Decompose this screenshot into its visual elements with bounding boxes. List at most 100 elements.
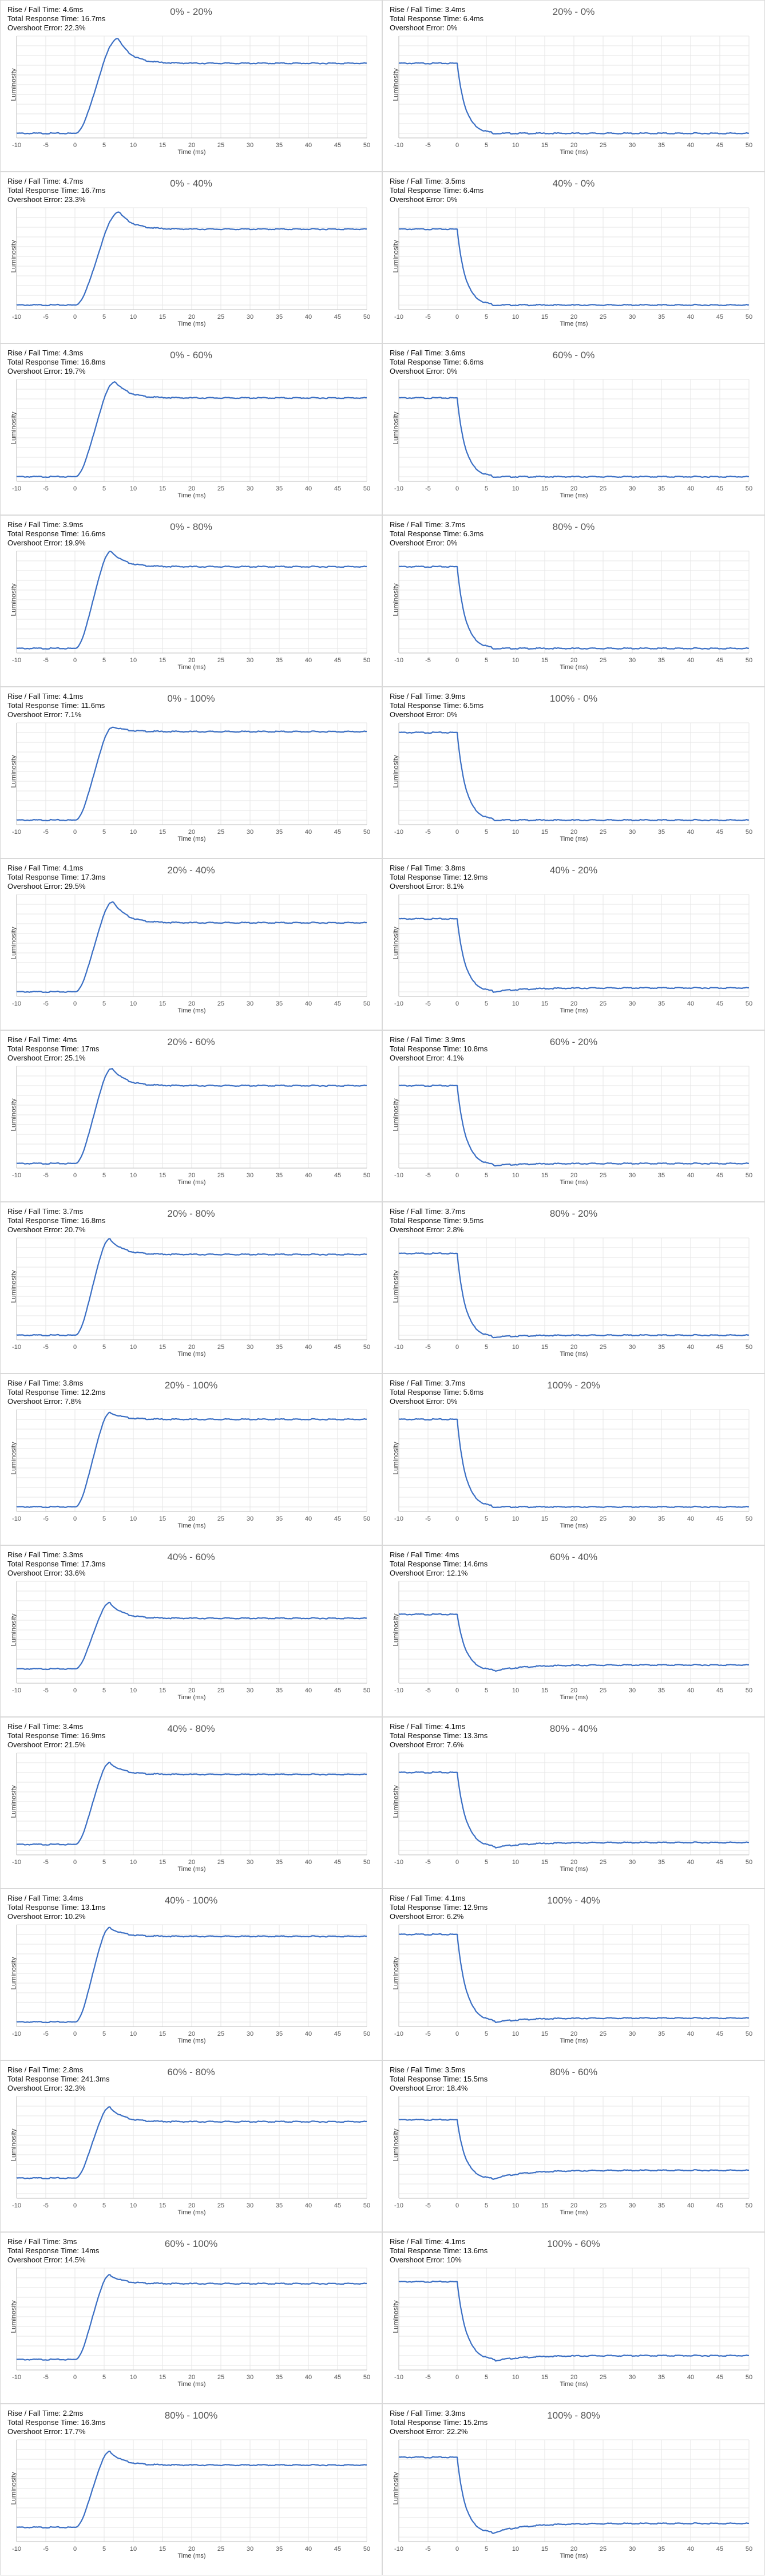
x-tick-label: 50 (363, 1687, 370, 1694)
x-tick-label: 25 (217, 2546, 224, 2553)
response-chart-panel: Rise / Fall Time: 3.4ms Total Response Ti… (382, 0, 765, 172)
x-tick-label: 20 (188, 314, 195, 320)
x-tick-label: 25 (217, 1515, 224, 1522)
x-tick-label: 30 (629, 657, 636, 664)
rise-fall-time: Rise / Fall Time: 3.7ms (390, 1379, 466, 1387)
response-chart-panel: Rise / Fall Time: 3.3ms Total Response Ti… (0, 1545, 382, 1717)
response-chart-panel: Rise / Fall Time: 4.1ms Total Response Ti… (382, 1889, 765, 2060)
x-tick-label: 45 (716, 2031, 723, 2037)
overshoot-error: Overshoot Error: 0% (390, 539, 458, 547)
x-tick-label: 15 (159, 1687, 166, 1694)
total-response-time: Total Response Time: 14ms (7, 2246, 100, 2255)
x-tick-label: 20 (570, 1687, 577, 1694)
x-tick-label: 25 (217, 1344, 224, 1351)
measurement-info: Rise / Fall Time: 4.1ms Total Response Ti… (7, 864, 105, 891)
x-tick-label: 15 (541, 829, 548, 836)
x-tick-label: 0 (455, 142, 459, 149)
x-tick-label: 5 (102, 2374, 106, 2381)
x-tick-label: 40 (305, 1172, 312, 1179)
chart-title: 0% - 20% (170, 6, 212, 17)
x-tick-label: 40 (687, 829, 694, 836)
x-tick-label: 45 (716, 1687, 723, 1694)
chart-title: 0% - 100% (167, 693, 215, 704)
x-tick-label: 0 (455, 1344, 459, 1351)
rise-fall-time: Rise / Fall Time: 3.9ms (390, 1035, 466, 1044)
rise-fall-time: Rise / Fall Time: 4.1ms (390, 2237, 466, 2246)
x-tick-label: 5 (102, 1515, 106, 1522)
total-response-time: Total Response Time: 16.9ms (7, 1731, 106, 1740)
total-response-time: Total Response Time: 6.6ms (390, 358, 484, 366)
x-tick-label: 25 (600, 2374, 607, 2381)
overshoot-error: Overshoot Error: 7.6% (390, 1740, 464, 1749)
total-response-time: Total Response Time: 10.8ms (390, 1044, 488, 1053)
x-tick-label: -10 (12, 2202, 21, 2209)
x-tick-label: 5 (102, 657, 106, 664)
x-axis-label: Time (ms) (560, 2553, 588, 2559)
x-axis-label: Time (ms) (177, 664, 205, 671)
response-chart-panel: Rise / Fall Time: 2.8ms Total Response Ti… (0, 2060, 382, 2232)
x-tick-label: 15 (159, 1000, 166, 1007)
luminosity-series-line (16, 38, 367, 135)
x-tick-label: 50 (363, 657, 370, 664)
x-tick-label: 0 (73, 142, 77, 149)
x-tick-label: 50 (363, 2546, 370, 2553)
x-tick-label: 45 (716, 142, 723, 149)
response-chart-panel: Rise / Fall Time: 3ms Total Response Time… (0, 2232, 382, 2404)
x-tick-label: 45 (334, 2374, 341, 2381)
x-tick-label: 10 (512, 1515, 519, 1522)
rise-fall-time: Rise / Fall Time: 3.7ms (7, 1207, 84, 1216)
x-tick-label: 25 (600, 657, 607, 664)
x-tick-label: -10 (12, 2374, 21, 2381)
x-tick-label: 0 (455, 2374, 459, 2381)
response-chart-panel: Rise / Fall Time: 4ms Total Response Time… (0, 1030, 382, 1202)
x-tick-label: -5 (43, 829, 49, 836)
x-tick-label: 0 (455, 1687, 459, 1694)
x-tick-label: 30 (247, 2202, 253, 2209)
chart-title: 20% - 100% (164, 1380, 218, 1391)
luminosity-series-line (398, 917, 750, 993)
overshoot-error: Overshoot Error: 6.2% (390, 1912, 464, 1921)
response-chart-panel: Rise / Fall Time: 4.7ms Total Response Ti… (0, 172, 382, 343)
x-tick-label: 35 (658, 2031, 665, 2037)
x-tick-label: 20 (188, 1172, 195, 1179)
x-tick-label: 45 (334, 1172, 341, 1179)
x-tick-label: 45 (334, 1687, 341, 1694)
x-tick-label: 45 (716, 485, 723, 492)
x-axis-label: Time (ms) (177, 1866, 205, 1873)
line-chart: -10 -5 0 5 10 15 20 25 30 35 40 45 50 Time (ms) (12, 1237, 370, 1358)
x-tick-label: -10 (394, 2031, 403, 2037)
x-tick-label: 35 (658, 142, 665, 149)
measurement-info: Rise / Fall Time: 3.7ms Total Response Ti… (390, 1207, 483, 1234)
x-tick-label: 45 (334, 657, 341, 664)
x-tick-label: -10 (394, 142, 403, 149)
x-tick-label: 15 (541, 1515, 548, 1522)
x-tick-label: 45 (334, 2546, 341, 2553)
measurement-info: Rise / Fall Time: 4.3ms Total Response Ti… (7, 349, 105, 376)
x-tick-label: 20 (188, 1000, 195, 1007)
luminosity-series-line (398, 2280, 750, 2362)
chart-title: 100% - 20% (547, 1380, 600, 1391)
x-tick-label: 40 (305, 1687, 312, 1694)
rise-fall-time: Rise / Fall Time: 4ms (390, 1550, 459, 1559)
x-tick-label: 45 (334, 1000, 341, 1007)
response-chart-panel: Rise / Fall Time: 3.6ms Total Response Ti… (382, 343, 765, 515)
x-tick-label: 35 (658, 1000, 665, 1007)
x-tick-label: 40 (305, 1859, 312, 1866)
overshoot-error: Overshoot Error: 20.7% (7, 1225, 86, 1234)
line-chart: -10 -5 0 5 10 15 20 25 30 35 40 45 50 Time (ms) (12, 2096, 370, 2216)
x-tick-label: 35 (276, 142, 283, 149)
luminosity-series-line (398, 2456, 750, 2534)
total-response-time: Total Response Time: 16.8ms (7, 1216, 106, 1225)
chart-title: 80% - 40% (549, 1723, 598, 1734)
measurement-info: Rise / Fall Time: 3.6ms Total Response Ti… (390, 349, 483, 376)
measurement-info: Rise / Fall Time: 4.1ms Total Response Ti… (390, 1722, 487, 1750)
line-chart: -10 -5 0 5 10 15 20 25 30 35 40 45 50 Time (ms) (12, 1066, 370, 1186)
x-tick-label: 30 (247, 1515, 253, 1522)
x-tick-label: 45 (334, 142, 341, 149)
total-response-time: Total Response Time: 6.3ms (390, 529, 484, 538)
x-tick-label: 35 (658, 1687, 665, 1694)
luminosity-series-line (398, 1933, 750, 2023)
x-tick-label: 40 (687, 485, 694, 492)
x-tick-label: 25 (600, 829, 607, 836)
x-tick-label: 0 (73, 2031, 77, 2037)
